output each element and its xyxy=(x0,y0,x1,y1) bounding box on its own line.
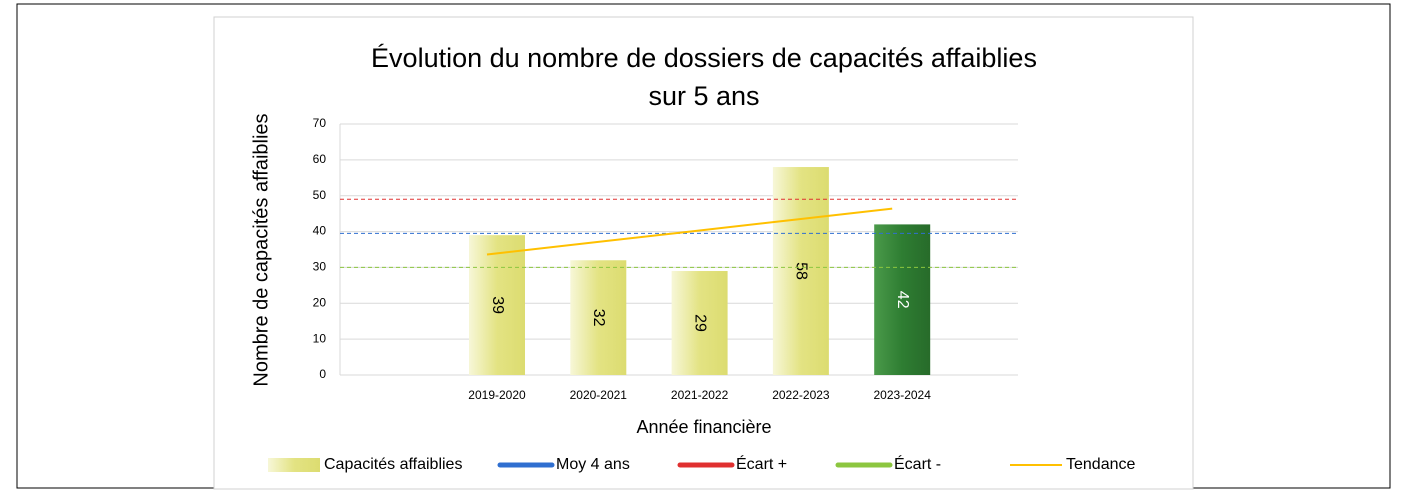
chart-frame xyxy=(213,16,1194,490)
data-label: 39 xyxy=(489,296,506,314)
legend-label: Écart + xyxy=(736,454,787,473)
chart-title: sur 5 ans xyxy=(648,81,759,111)
legend-label: Tendance xyxy=(1066,456,1135,473)
legend-label: Capacités affaiblies xyxy=(324,456,462,473)
x-tick-label: 2020-2021 xyxy=(570,388,628,402)
x-tick-label: 2023-2024 xyxy=(874,388,932,402)
y-tick-label: 20 xyxy=(313,295,327,309)
y-tick-label: 0 xyxy=(319,367,326,381)
data-label: 29 xyxy=(691,314,708,332)
y-tick-label: 70 xyxy=(313,116,327,130)
bar xyxy=(469,235,525,375)
y-axis-label: Nombre de capacités affaiblies xyxy=(250,113,272,386)
y-tick-label: 40 xyxy=(313,224,327,238)
x-tick-label: 2021-2022 xyxy=(671,388,729,402)
data-label: 58 xyxy=(793,262,810,280)
x-tick-label: 2019-2020 xyxy=(468,388,526,402)
bar xyxy=(570,260,627,375)
x-axis-label: Année financière xyxy=(636,417,771,437)
x-tick-label: 2022-2023 xyxy=(772,388,830,402)
bar xyxy=(671,271,728,375)
y-tick-label: 60 xyxy=(313,152,327,166)
y-tick-label: 30 xyxy=(313,260,327,274)
y-tick-label: 10 xyxy=(313,331,327,345)
legend-swatch xyxy=(268,458,320,472)
y-tick-label: 50 xyxy=(313,188,327,202)
data-label: 42 xyxy=(894,291,911,309)
data-label: 32 xyxy=(590,309,607,327)
bar xyxy=(874,224,931,375)
legend-label: Moy 4 ans xyxy=(556,456,630,473)
bar xyxy=(772,167,829,375)
trend-line xyxy=(486,207,893,256)
chart-title: Évolution du nombre de dossiers de capac… xyxy=(371,43,1037,73)
legend-label: Écart - xyxy=(894,454,941,473)
